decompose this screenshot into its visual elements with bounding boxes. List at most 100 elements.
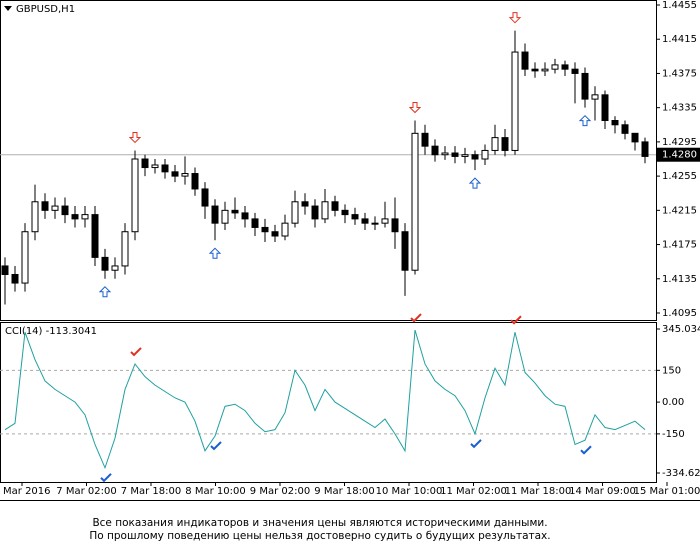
- price-label-bg: [657, 147, 700, 162]
- candle-body: [421, 132, 429, 147]
- candle-body: [351, 214, 359, 220]
- footer-line: Все показания индикаторов и значения цен…: [92, 517, 547, 529]
- candle-body: [11, 274, 19, 284]
- candle-body: [621, 124, 629, 134]
- sell-check: [410, 313, 422, 323]
- candle-body: [311, 205, 319, 220]
- candle-body: [151, 164, 159, 169]
- candle-body: [291, 201, 299, 224]
- candle-body: [131, 158, 139, 233]
- candle-body: [171, 171, 179, 177]
- down-arrow: [128, 131, 142, 144]
- x-tick-label: 9 Mar 02:00: [250, 486, 310, 497]
- y-tick-label: -150: [662, 429, 685, 440]
- up-arrow: [98, 286, 112, 298]
- candle-body: [571, 68, 579, 74]
- x-tick-label: 15 Mar 01:00: [634, 486, 700, 497]
- candle-body: [601, 94, 609, 122]
- x-tick-label: 8 Mar 10:00: [185, 486, 245, 497]
- y-tick-label: 1.4255: [662, 171, 697, 182]
- candle-body: [611, 120, 619, 126]
- y-tick-label: 1.4415: [662, 34, 697, 45]
- candle-body: [251, 218, 259, 228]
- x-tick-label: 11 Mar 02:00: [440, 486, 507, 497]
- cci-panel: [0, 322, 657, 483]
- candle-body: [221, 209, 229, 224]
- candle-body: [631, 132, 639, 143]
- buy-check: [470, 439, 482, 449]
- cci-line: [4, 329, 646, 470]
- up-arrow: [208, 247, 222, 259]
- x-tick-label: 7 Mar 02:00: [56, 486, 116, 497]
- y-tick-label: -334.629: [662, 468, 700, 479]
- y-tick-label: 0.00: [662, 397, 684, 408]
- candle-body: [51, 205, 59, 211]
- x-tick-label: 9 Mar 18:00: [314, 486, 374, 497]
- buy-check: [580, 445, 592, 455]
- chart-title: GBPUSD,H1: [16, 4, 75, 15]
- y-tick-label: 1.4215: [662, 205, 697, 216]
- candle-body: [21, 231, 29, 284]
- cci-title: CCI(14) -113.3041: [5, 326, 97, 337]
- candle-body: [111, 265, 119, 271]
- candle-body: [561, 64, 569, 70]
- x-tick-label: 10 Mar 10:00: [376, 486, 443, 497]
- candle-body: [441, 152, 449, 156]
- down-arrow: [508, 12, 522, 24]
- candle-body: [101, 256, 109, 271]
- candle-body: [81, 214, 89, 220]
- candle-body: [411, 132, 419, 271]
- candle-body: [61, 205, 69, 216]
- candle-body: [541, 68, 549, 72]
- candle-body: [211, 205, 219, 224]
- candle-body: [201, 188, 209, 207]
- candle-body: [161, 164, 169, 173]
- candle-body: [271, 231, 279, 237]
- candle-body: [491, 137, 499, 151]
- price-panel: [0, 0, 657, 321]
- candle-body: [501, 137, 509, 151]
- y-tick-label: 1.4095: [662, 308, 697, 319]
- x-tick-label: 14 Mar 09:00: [569, 486, 636, 497]
- candle-body: [521, 51, 529, 70]
- candle-body: [431, 145, 439, 156]
- candle-body: [1, 265, 9, 276]
- candle-body: [191, 173, 199, 190]
- candle-body: [371, 222, 379, 225]
- candle-body: [141, 158, 149, 169]
- candle-body: [471, 154, 479, 160]
- candle-body: [381, 218, 389, 224]
- candle-body: [451, 152, 459, 157]
- candle-body: [31, 201, 39, 233]
- candle-body: [301, 201, 309, 207]
- up-arrow: [578, 114, 592, 127]
- candle-body: [41, 201, 49, 211]
- candle-body: [531, 68, 539, 72]
- candle-body: [321, 201, 329, 220]
- candle-body: [331, 201, 339, 211]
- candle-body: [511, 51, 519, 151]
- candle-body: [71, 214, 79, 220]
- price-label: 1.4280: [662, 150, 697, 161]
- candle-body: [391, 218, 399, 233]
- y-tick-label: 1.4455: [662, 0, 697, 11]
- candle-body: [121, 231, 129, 267]
- candle-body: [281, 222, 289, 237]
- y-tick-label: 1.4335: [662, 103, 697, 114]
- sell-check: [510, 315, 522, 325]
- x-tick-label: 11 Mar 18:00: [505, 486, 572, 497]
- x-tick-label: 7 Mar 18:00: [121, 486, 181, 497]
- y-tick-label: 1.4375: [662, 68, 697, 79]
- y-tick-label: 1.4175: [662, 240, 697, 251]
- sell-check: [130, 347, 142, 357]
- y-tick-label: 150: [662, 365, 681, 376]
- candle-body: [261, 226, 269, 233]
- candle-body: [581, 72, 589, 100]
- candle-body: [551, 64, 559, 70]
- candle-body: [241, 212, 249, 220]
- candle-body: [341, 209, 349, 216]
- candle-body: [361, 218, 369, 224]
- candle-body: [181, 173, 189, 177]
